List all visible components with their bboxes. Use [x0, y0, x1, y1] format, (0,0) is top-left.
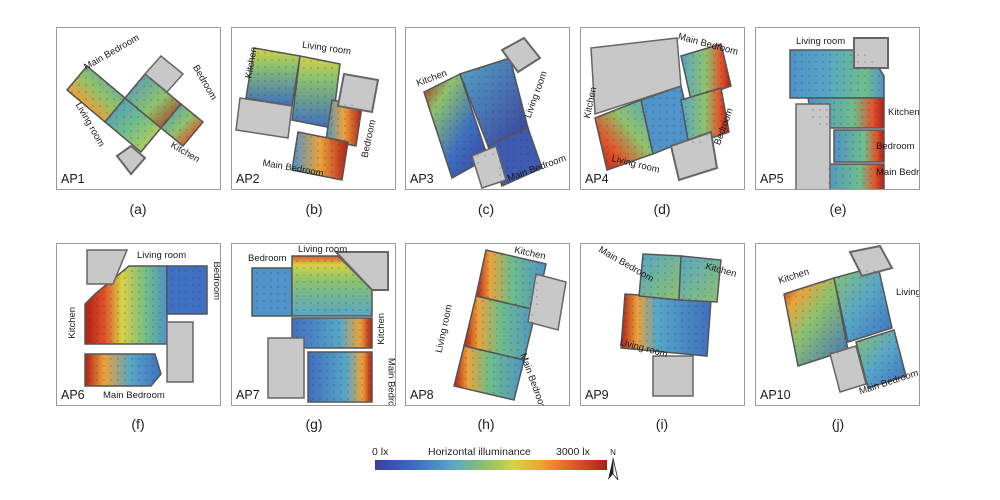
room-label: Bedroom — [248, 253, 287, 264]
room-label: Living room — [796, 36, 846, 47]
figure-caption: (b) — [305, 201, 323, 217]
floor-plan-ap8: Kitchen Living room Main Bedroom AP8 — [405, 243, 570, 406]
illuminance-map — [453, 249, 567, 401]
room-label: Main Bedroom — [876, 167, 920, 178]
legend-title: Horizontal illuminance — [428, 446, 531, 458]
illuminance-color-scale — [375, 460, 607, 470]
plan-id: AP2 — [236, 172, 260, 186]
plan-id: AP8 — [410, 388, 434, 402]
north-arrow-icon: N — [608, 448, 619, 481]
illuminance-map — [423, 36, 543, 189]
floor-plan-ap6: Living room Bedroom Kitchen Main Bedroom… — [56, 243, 221, 406]
measurement-grid — [599, 48, 729, 162]
measurement-grid — [71, 70, 195, 146]
measurement-grid — [89, 270, 201, 381]
legend-max-label: 3000 lx — [556, 446, 590, 458]
illuminance-map — [65, 54, 205, 176]
figure-caption: (a) — [129, 201, 147, 217]
floor-plan-ap1: Main Bedroom Bedroom Living room Kitchen… — [56, 27, 221, 190]
measurement-grid — [256, 260, 370, 400]
figure-caption: (d) — [653, 201, 671, 217]
measurement-grid — [788, 270, 904, 385]
illuminance-map — [783, 244, 907, 393]
floor-plan-ap4: Main Bedroom Kitchen Bedroom Living room… — [580, 27, 745, 190]
floor-plan-ap3: Kitchen Living room Main Bedroom AP3 — [405, 27, 570, 190]
illuminance-map — [251, 251, 389, 403]
plan-id: AP1 — [61, 172, 85, 186]
figure-caption: (i) — [655, 416, 669, 432]
figure-caption: (j) — [831, 416, 845, 432]
measurement-grid — [428, 62, 536, 183]
room-label: Living room — [137, 250, 187, 261]
room-label: Kitchen — [888, 107, 920, 118]
measurement-grid — [458, 254, 538, 394]
measurement-grid — [250, 52, 360, 173]
legend-min-label: 0 lx — [372, 446, 389, 458]
room-label: Living room — [896, 287, 920, 298]
room-label: Main Bedroom — [103, 390, 165, 401]
illuminance-map — [235, 47, 380, 181]
plan-id: AP4 — [585, 172, 609, 186]
plan-id: AP10 — [760, 388, 791, 402]
room-label: Living room — [298, 244, 348, 255]
plan-id: AP3 — [410, 172, 434, 186]
room-label: Bedroom — [876, 141, 915, 152]
floor-plan-ap9: Main Bedroom Kitchen Living room AP9 — [580, 243, 745, 406]
illuminance-map — [620, 253, 722, 397]
figure-caption: (g) — [305, 416, 323, 432]
figure-caption: (e) — [829, 201, 847, 217]
floor-plan-ap10: Kitchen Living room Main Bedroom AP10 — [755, 243, 920, 406]
north-label: N — [610, 448, 616, 457]
illuminance-map — [789, 37, 889, 189]
plan-id: AP5 — [760, 172, 784, 186]
illuminance-map — [84, 249, 208, 387]
room-label: Kitchen — [376, 312, 388, 345]
figure-caption: (c) — [477, 201, 495, 217]
illuminance-map — [590, 37, 732, 182]
plan-id: AP9 — [585, 388, 609, 402]
figure-caption: (f) — [131, 416, 145, 432]
measurement-grid — [794, 54, 882, 184]
measurement-grid — [625, 258, 713, 349]
floor-plan-ap5: Living room Kitchen Bedroom Main Bedroom… — [755, 27, 920, 190]
figure-caption: (h) — [477, 416, 495, 432]
room-label: Main Bedroom — [385, 357, 396, 406]
plan-id: AP7 — [236, 388, 260, 402]
room-label: Bedroom — [211, 261, 221, 301]
floor-plan-ap7: Bedroom Living room Kitchen Main Bedroom… — [231, 243, 396, 406]
floor-plan-ap2: Kitchen Living room Bedroom Main Bedroom… — [231, 27, 396, 190]
room-label: Kitchen — [67, 306, 79, 339]
plan-id: AP6 — [61, 388, 85, 402]
